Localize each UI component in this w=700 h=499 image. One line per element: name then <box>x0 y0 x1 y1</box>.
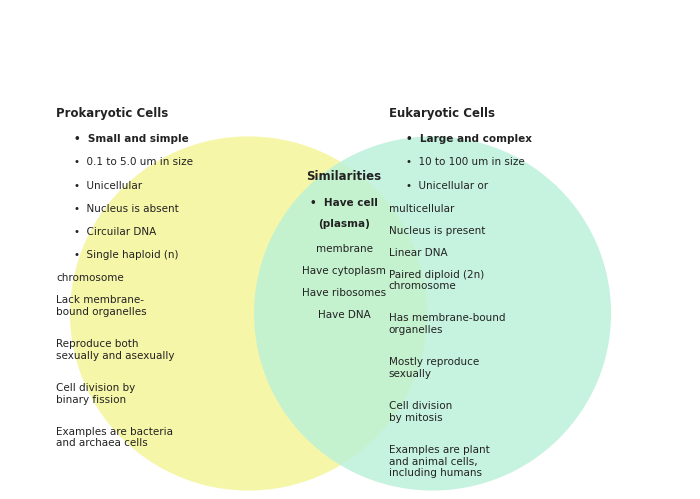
Text: Mostly reproduce
sexually: Mostly reproduce sexually <box>389 357 479 379</box>
Text: Has membrane-bound
organelles: Has membrane-bound organelles <box>389 313 505 335</box>
Text: Examples are plant
and animal cells,
including humans: Examples are plant and animal cells, inc… <box>389 445 489 478</box>
Text: •  Large and complex: • Large and complex <box>406 134 532 144</box>
Ellipse shape <box>70 136 427 491</box>
Text: Eukaryotic Cells: Eukaryotic Cells <box>389 107 494 120</box>
Text: Linear DNA: Linear DNA <box>389 248 447 257</box>
Text: Reproduce both
sexually and asexually: Reproduce both sexually and asexually <box>56 339 174 361</box>
Text: Cell division
by mitosis: Cell division by mitosis <box>389 401 452 423</box>
Text: Nucleus is present: Nucleus is present <box>389 226 485 236</box>
Text: Cell division by
binary fission: Cell division by binary fission <box>56 383 135 405</box>
Text: •  Have cell: • Have cell <box>310 198 378 208</box>
Text: •  Unicellular or: • Unicellular or <box>406 181 488 191</box>
Text: Lack membrane-
bound organelles: Lack membrane- bound organelles <box>56 295 146 317</box>
Text: Examples are bacteria
and archaea cells: Examples are bacteria and archaea cells <box>56 427 173 449</box>
Text: Prokaryotic Cells: Prokaryotic Cells <box>56 107 168 120</box>
Text: membrane: membrane <box>316 244 372 254</box>
Text: chromosome: chromosome <box>56 273 124 283</box>
Text: •  Nucleus is absent: • Nucleus is absent <box>74 204 178 214</box>
Text: multicellular: multicellular <box>389 204 454 214</box>
Text: •  0.1 to 5.0 um in size: • 0.1 to 5.0 um in size <box>74 158 193 168</box>
Text: Prokaryotic and Eukaryotic Cells Venn Diagram: Prokaryotic and Eukaryotic Cells Venn Di… <box>16 26 684 51</box>
Text: •  Unicellular: • Unicellular <box>74 181 141 191</box>
Text: Paired diploid (2n)
chromosome: Paired diploid (2n) chromosome <box>389 269 484 291</box>
Text: •  Single haploid (n): • Single haploid (n) <box>74 250 178 260</box>
Text: •  Small and simple: • Small and simple <box>74 134 188 144</box>
Text: •  10 to 100 um in size: • 10 to 100 um in size <box>406 158 525 168</box>
Text: Similarities: Similarities <box>307 170 382 183</box>
Text: (plasma): (plasma) <box>318 220 370 230</box>
Text: Have DNA: Have DNA <box>318 310 370 320</box>
Text: Have cytoplasm: Have cytoplasm <box>302 266 386 276</box>
Text: •  Circuilar DNA: • Circuilar DNA <box>74 227 155 237</box>
Text: Have ribosomes: Have ribosomes <box>302 288 386 298</box>
Ellipse shape <box>254 136 611 491</box>
